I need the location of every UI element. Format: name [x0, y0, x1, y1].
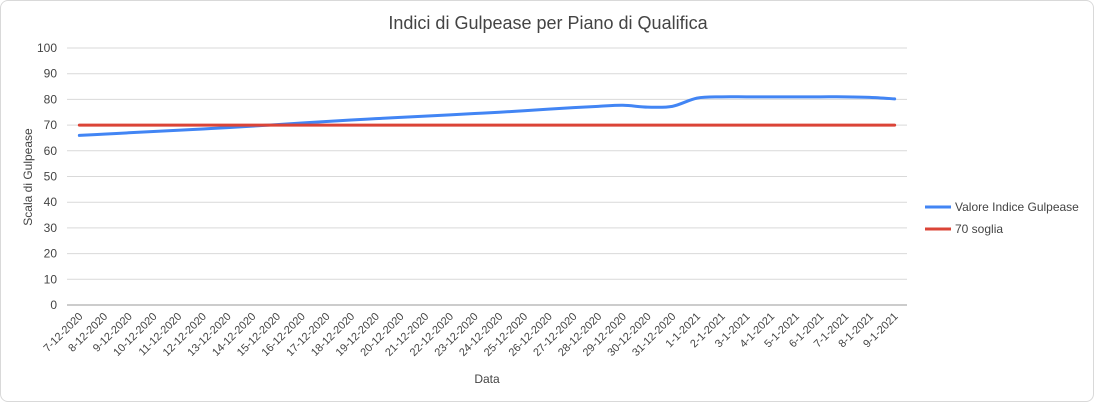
y-tick-label: 40 [44, 195, 58, 209]
y-tick-label: 10 [44, 272, 58, 286]
y-tick-label: 30 [44, 221, 58, 235]
y-tick-label: 0 [50, 298, 57, 312]
y-tick-label: 60 [44, 144, 58, 158]
series-line-gulpease [77, 95, 897, 137]
legend: Valore Indice Gulpease 70 soglia [925, 200, 1079, 236]
chart-title: Indici di Gulpease per Piano di Qualific… [388, 13, 708, 33]
y-axis-ticks: 0 10 20 30 40 50 60 70 80 90 100 [37, 41, 57, 312]
gridlines [67, 47, 907, 306]
y-tick-label: 70 [44, 118, 58, 132]
x-axis-ticks: 7-12-20208-12-20209-12-202010-12-202011-… [42, 311, 901, 359]
y-tick-label: 100 [37, 41, 57, 55]
y-tick-label: 50 [44, 170, 58, 184]
y-tick-label: 90 [44, 67, 58, 81]
y-tick-label: 80 [44, 92, 58, 106]
y-tick-label: 20 [44, 247, 58, 261]
y-axis-label: Scala di Gulpease [21, 128, 35, 226]
series-lines [77, 95, 897, 137]
x-axis-label: Data [474, 372, 500, 386]
legend-label: Valore Indice Gulpease [955, 200, 1079, 214]
legend-label: 70 soglia [955, 222, 1003, 236]
